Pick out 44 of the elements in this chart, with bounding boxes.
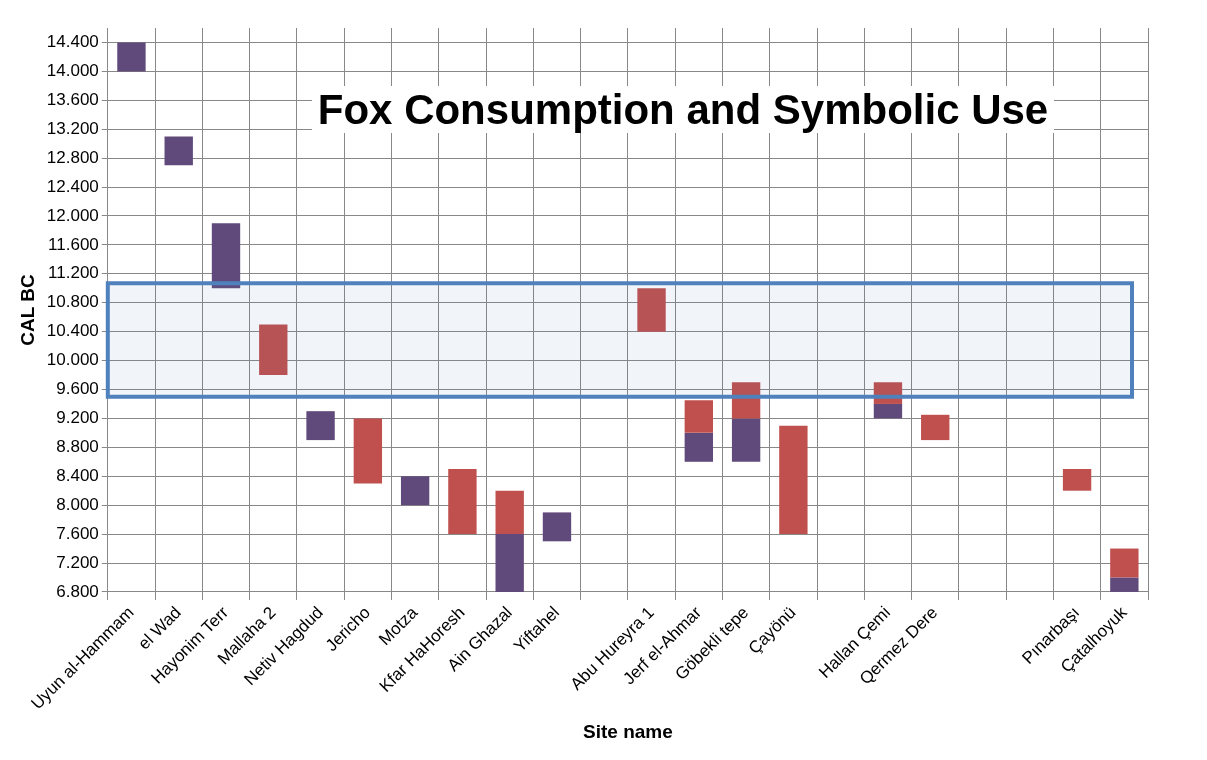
y-tick-label: 7.600 <box>56 523 99 543</box>
bar <box>542 512 572 542</box>
bar <box>1062 469 1092 491</box>
bar <box>1110 577 1139 592</box>
bar <box>637 288 666 332</box>
bar <box>211 223 241 289</box>
bar <box>400 476 430 506</box>
bar <box>495 534 524 592</box>
bar <box>117 42 146 72</box>
y-axis-title: CAL BC <box>16 273 38 346</box>
y-tick-label: 10.400 <box>46 321 99 341</box>
bar <box>731 418 761 462</box>
bar <box>1110 548 1139 578</box>
y-tick-label: 12.000 <box>46 205 99 225</box>
y-tick-label: 6.800 <box>56 581 99 601</box>
y-tick-label: 9.600 <box>56 379 99 399</box>
x-axis-title: Site name <box>583 720 673 742</box>
y-tick-label: 10.000 <box>46 350 99 370</box>
bar <box>306 411 335 441</box>
y-tick-label: 14.000 <box>46 61 99 81</box>
y-tick-label: 10.800 <box>46 292 99 312</box>
bar <box>873 403 903 419</box>
y-tick-label: 11.600 <box>48 234 99 254</box>
bar <box>448 469 477 535</box>
text: Fox Consumption and Symbolic Use <box>317 86 1049 133</box>
bar <box>353 418 383 484</box>
bar <box>684 400 714 433</box>
y-tick-label: 13.600 <box>46 89 99 109</box>
y-tick-label: 11.200 <box>48 263 99 283</box>
y-tick-label: 7.200 <box>56 552 99 572</box>
y-tick-label: 9.200 <box>56 408 99 428</box>
bar <box>779 425 808 535</box>
bar <box>921 414 950 441</box>
y-tick-label: 13.200 <box>46 118 99 138</box>
y-tick-label: 12.800 <box>46 147 99 167</box>
bar <box>164 136 193 166</box>
bar <box>259 324 288 376</box>
y-tick-label: 14.400 <box>46 32 99 52</box>
y-tick-label: 8.400 <box>56 465 99 485</box>
bar <box>684 432 714 462</box>
y-tick-label: 8.000 <box>56 494 99 514</box>
y-tick-label: 12.400 <box>46 176 99 196</box>
bar <box>495 490 524 535</box>
y-tick-label: 8.800 <box>56 437 99 457</box>
